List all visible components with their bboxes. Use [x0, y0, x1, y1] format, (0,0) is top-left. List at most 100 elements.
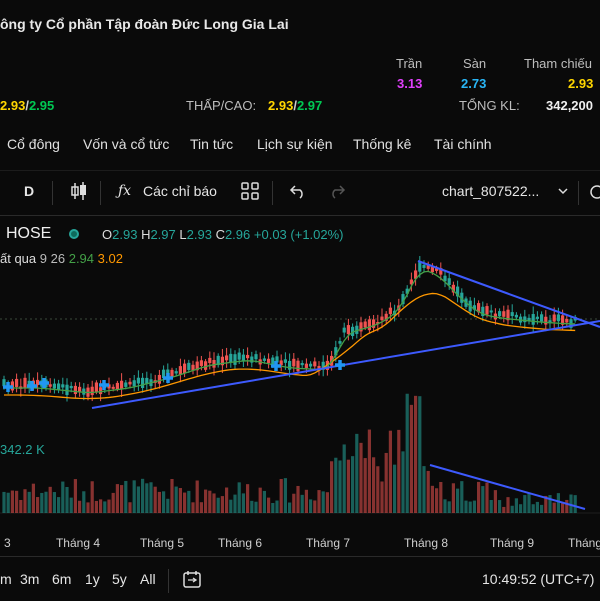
candle — [52, 383, 56, 389]
signal-marker-icon[interactable] — [39, 378, 49, 388]
volume-bar — [99, 499, 103, 513]
volume-bar — [548, 495, 552, 513]
undo-icon[interactable] — [289, 182, 307, 203]
volume-bar — [162, 491, 166, 513]
chart-toolbar: D ƒx Các chỉ báo chart_807522... — [0, 170, 600, 216]
volume-bar — [422, 466, 426, 513]
candle — [456, 286, 460, 297]
volume-bar — [241, 493, 245, 513]
range-5y[interactable]: 5y — [112, 571, 127, 587]
volume-bar — [531, 504, 535, 513]
volume-bar — [493, 490, 497, 513]
chevron-down-icon[interactable] — [557, 184, 569, 200]
volume-bar — [561, 503, 565, 513]
candle — [82, 388, 86, 395]
layout-grid-icon[interactable] — [240, 181, 260, 204]
range-all[interactable]: All — [140, 571, 156, 587]
signal-marker-icon[interactable] — [99, 380, 109, 390]
volume-bar — [485, 482, 489, 513]
market-status-icon — [69, 229, 79, 239]
volume-bar — [103, 501, 107, 513]
chart-name-select[interactable]: chart_807522... — [442, 183, 540, 199]
volume-bar — [220, 496, 224, 513]
indicators-button[interactable]: Các chỉ báo — [143, 183, 217, 199]
candlestick-icon[interactable] — [70, 181, 88, 204]
range-6m[interactable]: 6m — [52, 571, 72, 587]
candle — [69, 385, 73, 389]
volume-bar — [271, 502, 275, 513]
candle — [313, 361, 317, 367]
x-tick-label: Tháng 5 — [140, 536, 184, 550]
candle — [120, 380, 124, 390]
candle — [552, 314, 556, 322]
volume-bar — [464, 500, 468, 513]
candle — [443, 275, 447, 282]
tab-financials[interactable]: Tài chính — [434, 136, 492, 152]
resistance-trendline[interactable] — [417, 260, 600, 328]
volume-trendline[interactable] — [429, 464, 586, 510]
candle — [241, 354, 245, 362]
volume-bar — [321, 491, 325, 513]
volume-bar — [540, 504, 544, 513]
ohlc-legend: O2.93 H2.97 L2.93 C2.96 +0.03 (+1.02%) — [102, 227, 344, 242]
candle — [237, 352, 241, 360]
tab-statistics[interactable]: Thống kê — [353, 136, 412, 152]
chart-canvas[interactable]: 3 Tháng 4 Tháng 5 Tháng 6 Tháng 7 Tháng 8 Thán… — [0, 215, 600, 555]
volume-bar — [216, 497, 220, 513]
volume-bar — [275, 500, 279, 513]
signal-marker-icon[interactable] — [27, 381, 37, 391]
volume-bar — [489, 500, 493, 513]
signal-marker-icon[interactable] — [3, 382, 13, 392]
volume-bar — [456, 488, 460, 513]
volume-bar — [409, 404, 413, 513]
volume-bar — [519, 504, 523, 513]
candle — [363, 321, 367, 328]
date-range-icon[interactable] — [182, 569, 202, 592]
volume-bar — [19, 499, 23, 513]
volume-bar — [313, 500, 317, 513]
signal-marker-icon[interactable] — [271, 361, 281, 371]
candle — [48, 384, 52, 387]
volume-bar — [136, 486, 140, 513]
x-tick-label: Tháng 9 — [490, 536, 534, 550]
volume-bar — [145, 483, 149, 513]
candle — [334, 347, 338, 356]
tab-capital-dividends[interactable]: Vốn và cổ tức — [83, 136, 170, 152]
volume-bar — [317, 490, 321, 513]
candle — [141, 377, 145, 388]
interval-button[interactable]: D — [24, 183, 35, 199]
candle — [124, 382, 128, 387]
price-chart[interactable]: 3 Tháng 4 Tháng 5 Tháng 6 Tháng 7 Tháng 8 Thán… — [0, 215, 600, 555]
clock[interactable]: 10:49:52 (UTC+7) — [482, 571, 595, 587]
volume-bar — [61, 481, 65, 513]
candle — [94, 382, 98, 392]
candle — [548, 320, 552, 324]
candle — [250, 356, 254, 363]
candle — [246, 354, 250, 359]
volume-bar — [502, 506, 506, 513]
settings-icon[interactable] — [588, 183, 600, 204]
tab-events[interactable]: Lịch sự kiện — [257, 136, 333, 152]
candle — [359, 322, 363, 332]
signal-marker-icon[interactable] — [335, 360, 345, 370]
high-value-legend: 2.97 — [150, 227, 176, 242]
range-3m[interactable]: 3m — [20, 571, 40, 587]
volume-bar — [174, 486, 178, 513]
toolbar-divider — [272, 181, 273, 205]
support-trendline[interactable] — [91, 320, 600, 409]
volume-bar — [86, 502, 90, 513]
volume-bar — [65, 486, 69, 513]
volume-bar — [552, 502, 556, 513]
range-1y[interactable]: 1y — [85, 571, 100, 587]
tab-news[interactable]: Tin tức — [190, 136, 234, 152]
volume-bar — [367, 429, 371, 513]
signal-marker-icon[interactable] — [163, 373, 173, 383]
candle — [388, 307, 392, 315]
indicators-icon[interactable]: ƒx — [118, 183, 132, 199]
range-1m[interactable]: m — [0, 571, 12, 587]
volume-bar — [279, 478, 283, 513]
volume-bar — [124, 480, 128, 513]
tab-shareholders[interactable]: Cổ đông — [7, 136, 60, 152]
candle — [216, 355, 220, 366]
redo-icon[interactable] — [328, 182, 346, 203]
